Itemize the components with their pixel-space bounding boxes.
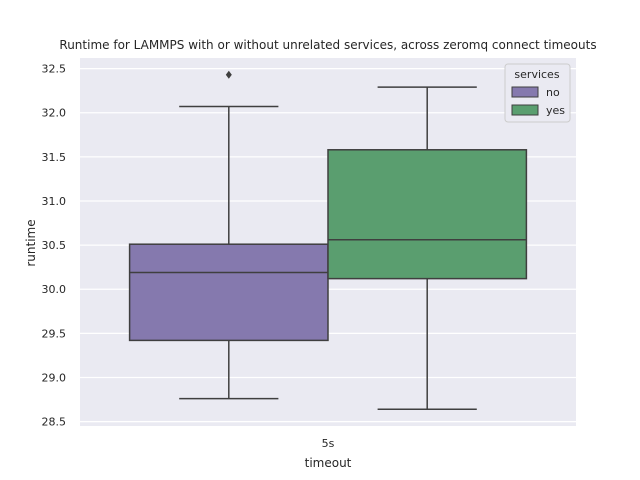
box-yes — [327, 86, 528, 410]
box-body — [128, 243, 329, 342]
legend-label-yes: yes — [546, 104, 565, 117]
y-tick-label: 30.5 — [42, 239, 67, 252]
y-tick-label: 29.0 — [42, 371, 67, 384]
y-tick-label: 30.0 — [42, 283, 67, 296]
y-tick-label: 32.5 — [42, 63, 67, 76]
x-tick-label: 5s — [322, 437, 335, 450]
y-tick-label: 32.0 — [42, 107, 67, 120]
legend-title: services — [514, 68, 559, 81]
chart-title: Runtime for LAMMPS with or without unrel… — [59, 38, 596, 52]
y-tick-labels: 28.5 29.0 29.5 30.0 30.5 31.0 31.5 32.0 32.5 — [42, 63, 67, 429]
x-axis-label: timeout — [305, 456, 352, 470]
legend-label-no: no — [546, 86, 560, 99]
outlier-point — [225, 70, 232, 79]
boxes — [128, 70, 528, 410]
y-tick-label: 29.5 — [42, 327, 67, 340]
legend-swatch-no — [511, 86, 539, 98]
legend-items: no yes — [511, 86, 565, 117]
y-tick-label: 31.0 — [42, 195, 67, 208]
x-tick-labels: 5s — [322, 437, 335, 450]
legend: services no yes — [504, 63, 571, 123]
box-body — [327, 149, 528, 280]
y-axis-label: runtime — [24, 219, 38, 266]
box-no — [128, 70, 329, 400]
y-tick-label: 28.5 — [42, 416, 67, 429]
y-tick-label: 31.5 — [42, 151, 67, 164]
legend-swatch-yes — [511, 104, 539, 116]
